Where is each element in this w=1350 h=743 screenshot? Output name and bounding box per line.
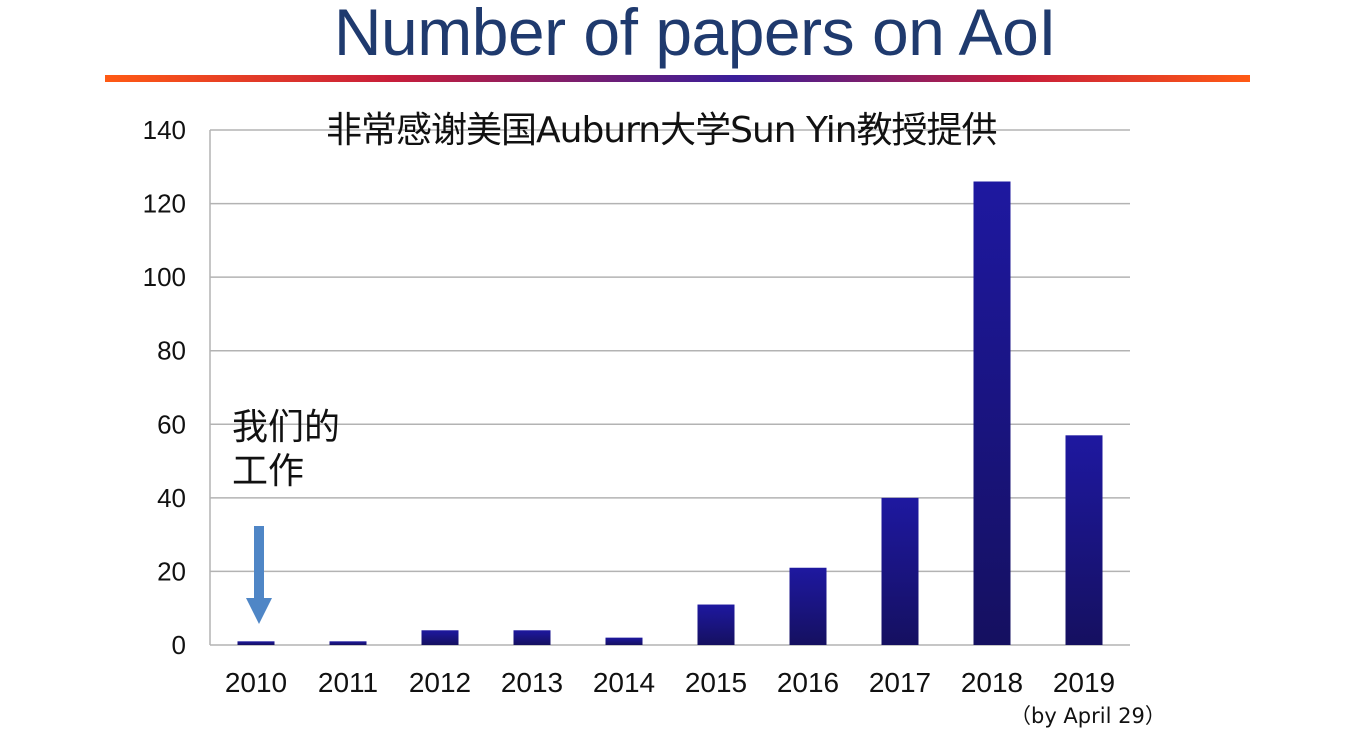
y-tick-label: 60 bbox=[157, 409, 186, 439]
bar-2013 bbox=[513, 630, 551, 645]
x-tick-labels: 2010 2011 2012 2013 2014 2015 2016 2017 2018 2019 bbox=[225, 667, 1115, 698]
bar-2017 bbox=[881, 497, 919, 645]
x-tick-label: 2019 bbox=[1053, 667, 1115, 698]
y-tick-labels: 0 20 40 60 80 100 120 140 bbox=[143, 115, 186, 660]
category-footnote: （by April 29） bbox=[1010, 704, 1166, 728]
x-tick-label: 2014 bbox=[593, 667, 655, 698]
y-tick-label: 20 bbox=[157, 556, 186, 586]
x-tick-label: 2018 bbox=[961, 667, 1023, 698]
x-tick-label: 2012 bbox=[409, 667, 471, 698]
down-arrow-icon bbox=[246, 526, 272, 624]
bar-2016 bbox=[789, 567, 827, 645]
bar-2015 bbox=[697, 604, 735, 645]
y-tick-label: 0 bbox=[172, 630, 186, 660]
bar-2014 bbox=[605, 637, 643, 645]
bars bbox=[237, 181, 1103, 645]
y-tick-label: 140 bbox=[143, 115, 186, 145]
x-tick-label: 2016 bbox=[777, 667, 839, 698]
y-tick-label: 100 bbox=[143, 262, 186, 292]
x-tick-label: 2011 bbox=[318, 667, 378, 698]
annotation-line-2: 工作 bbox=[232, 451, 305, 492]
x-tick-label: 2013 bbox=[501, 667, 563, 698]
annotation-line-1: 我们的 bbox=[232, 407, 341, 448]
y-tick-label: 40 bbox=[157, 483, 186, 513]
slide-title: Number of papers on AoI bbox=[333, 0, 1057, 69]
title-divider bbox=[105, 75, 1250, 82]
y-tick-label: 120 bbox=[143, 189, 186, 219]
our-work-annotation: 我们的 工作 bbox=[232, 406, 340, 494]
x-tick-label: 2017 bbox=[869, 667, 931, 698]
bar-2010 bbox=[237, 641, 275, 645]
bar-2011 bbox=[329, 641, 367, 645]
bar-2019 bbox=[1065, 435, 1103, 645]
bar-2012 bbox=[421, 630, 459, 645]
x-tick-label: 2015 bbox=[685, 667, 747, 698]
chart-credit: 非常感谢美国Auburn大学Sun Yin教授提供 bbox=[326, 110, 998, 151]
bar-2018 bbox=[973, 181, 1011, 645]
y-tick-label: 80 bbox=[157, 336, 186, 366]
x-tick-label: 2010 bbox=[225, 667, 287, 698]
